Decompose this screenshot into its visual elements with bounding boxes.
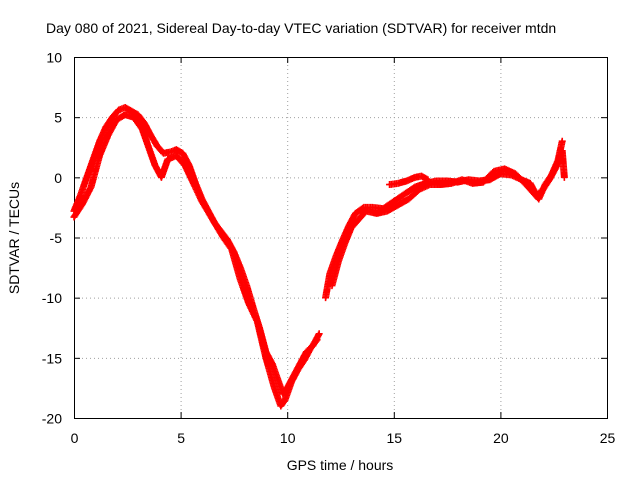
y-tick-label: -5 xyxy=(50,230,63,246)
y-tick-label: -15 xyxy=(42,350,62,366)
data-point xyxy=(312,337,320,345)
axis-ticks xyxy=(74,57,608,419)
chart-title: Day 080 of 2021, Sidereal Day-to-day VTE… xyxy=(46,20,556,36)
data-series xyxy=(70,104,568,410)
series-recovery-track-3 xyxy=(386,172,432,189)
y-tick-label: -20 xyxy=(42,411,62,427)
x-tick-label: 15 xyxy=(387,430,403,446)
series-recovery-track-2 xyxy=(328,137,566,290)
y-tick-label: 10 xyxy=(46,50,62,66)
x-tick-label: 25 xyxy=(600,430,616,446)
data-point xyxy=(424,176,432,184)
y-tick-label: 5 xyxy=(54,110,62,126)
x-tick-label: 5 xyxy=(177,430,185,446)
series-recovery-track xyxy=(322,147,568,302)
data-point xyxy=(560,173,568,181)
series-upper-track xyxy=(70,104,323,398)
y-tick-label: -10 xyxy=(42,290,62,306)
y-axis-label: SDTVAR / TECUs xyxy=(6,182,22,294)
y-tick-label: 0 xyxy=(54,170,62,186)
data-point xyxy=(558,137,566,145)
y-tick-labels: 10 5 0 -5 -10 -15 -20 xyxy=(42,50,62,427)
series-lower-track xyxy=(70,111,321,410)
data-point xyxy=(315,330,323,338)
x-tick-labels: 0 5 10 15 20 25 xyxy=(71,430,616,446)
x-tick-label: 20 xyxy=(493,430,509,446)
x-axis-label: GPS time / hours xyxy=(287,457,394,473)
x-tick-label: 0 xyxy=(71,430,79,446)
data-point xyxy=(313,336,321,344)
x-tick-label: 10 xyxy=(280,430,296,446)
